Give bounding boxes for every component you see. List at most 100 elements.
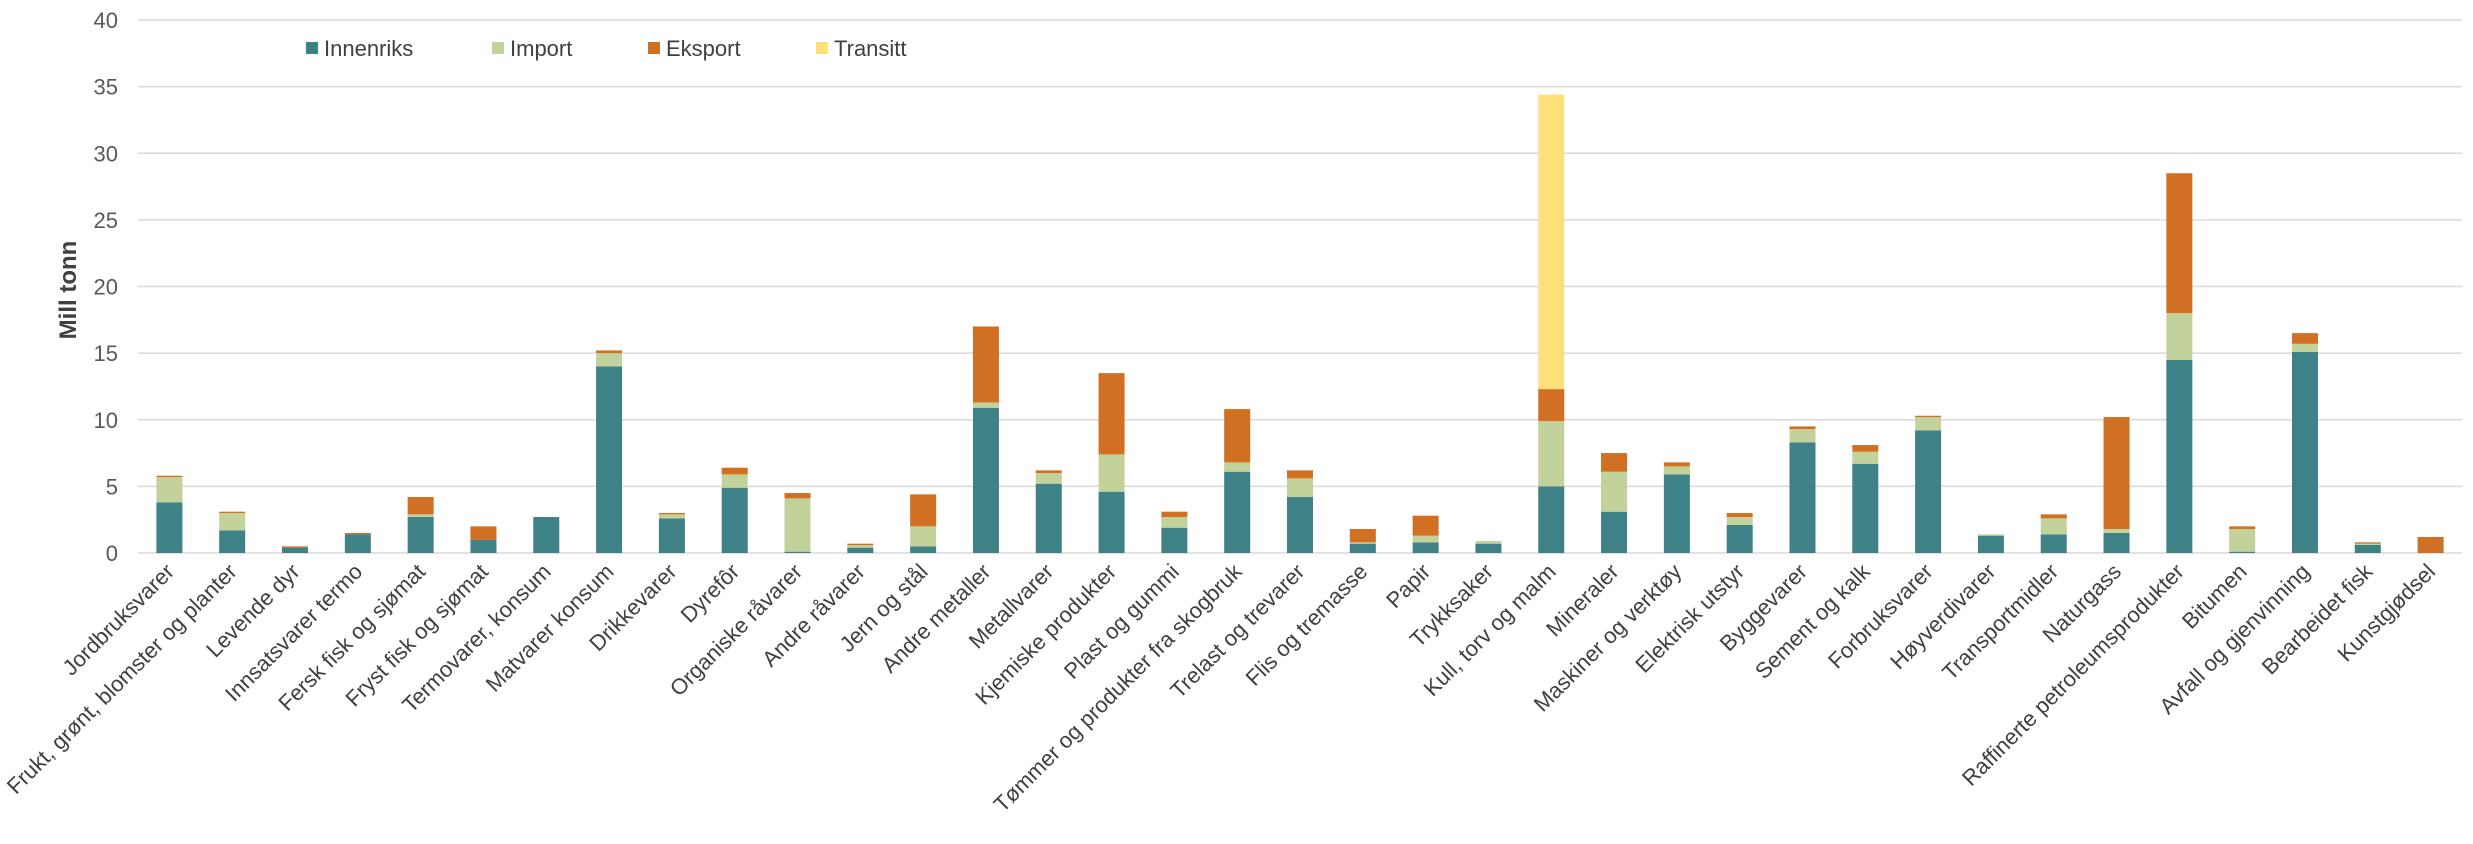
y-tick-label: 10 [94,408,118,433]
bar-segment-eksport [784,493,811,499]
legend-swatch-import [492,42,504,54]
bar-segment-import [1915,417,1942,431]
bar-segment-eksport [219,511,246,514]
bar-segment-eksport [1035,470,1062,474]
bar-segment-innenriks [1601,511,1628,553]
bar-segment-innenriks [156,502,183,553]
bar-segment-eksport [1224,409,1251,463]
bar-segment-eksport [1412,515,1439,536]
bar-segment-eksport [1538,389,1565,422]
bar-segment-import [2103,529,2130,534]
bar-segment-innenriks [219,530,246,553]
bar-segment-import [1475,541,1502,544]
bar-segment-eksport [344,533,371,535]
bar-segment-import [2166,313,2193,360]
legend: Innenriks Import Eksport Transitt [306,36,907,61]
bar-segment-eksport [1852,445,1879,452]
bar-segment-import [596,353,623,367]
legend-label: Eksport [666,36,741,61]
legend-swatch-innenriks [306,42,318,54]
bar-segment-import [1663,466,1690,475]
y-axis-title: Mill tonn [55,241,82,340]
bar-segment-import [847,545,874,548]
bar-segment-import [1852,451,1879,464]
bar-segment-innenriks [1663,474,1690,553]
bar-segment-innenriks [1789,442,1816,553]
bar-segment-innenriks [533,517,560,553]
bar-segment-import [1538,421,1565,487]
bar-segment-eksport [1726,513,1753,518]
bar-segment-innenriks [910,546,937,553]
x-tick-label: Jordbruksvarer [58,559,179,680]
bar-segment-innenriks [2166,359,2193,553]
bar-segment-import [2354,543,2381,546]
bar-segment-import [1977,534,2004,536]
bar-segment-import [910,526,937,547]
bar-segment-eksport [2040,514,2067,519]
legend-swatch-eksport [648,42,660,54]
bar-segment-eksport [2103,417,2130,530]
bar-segment-import [721,474,748,488]
bar-segment-innenriks [847,547,874,553]
legend-label: Import [510,36,572,61]
bar-segment-import [219,513,246,531]
bar-segment-eksport [721,467,748,475]
bar-segment-import [407,514,434,518]
bar-segment-innenriks [1726,525,1753,553]
bar-segment-eksport [2354,542,2381,544]
x-tick-label: Elektrisk utstyr [1630,559,1749,678]
bar-segment-eksport [658,513,685,515]
y-tick-label: 15 [94,341,118,366]
bar-segment-eksport [2417,537,2444,553]
bar-segment-innenriks [1538,486,1565,553]
bar-segment-eksport [1915,415,1942,418]
bar-segment-eksport [1161,511,1188,518]
bar-segment-innenriks [1161,527,1188,553]
bar-segment-innenriks [1915,430,1942,553]
bar-segment-innenriks [2291,351,2318,553]
bar-segment-eksport [470,526,497,540]
bar-segment-import [1161,517,1188,528]
y-tick-label: 40 [94,8,118,33]
bar-segment-innenriks [407,517,434,553]
bar-segment-innenriks [470,539,497,553]
bar-segment-innenriks [1852,463,1879,553]
bar-segment-eksport [972,326,999,403]
x-tick-label: Plast og gummi [1059,559,1184,684]
bar-segment-innenriks [282,547,309,553]
x-tick-label: Frukt, grønt, blomster og planter [2,559,242,799]
bar-segment-import [2291,343,2318,352]
y-tick-label: 0 [106,541,118,566]
y-tick-label: 20 [94,275,118,300]
bar-segment-import [658,514,685,519]
bar-segment-innenriks [1475,543,1502,553]
bars [156,94,2444,553]
bar-segment-eksport [2229,526,2256,530]
bar-segment-eksport [407,497,434,515]
bar-segment-innenriks [658,518,685,553]
bar-segment-eksport [2291,333,2318,344]
bar-segment-innenriks [1412,542,1439,553]
bar-segment-import [972,402,999,408]
bar-segment-import [784,498,811,552]
bar-segment-eksport [910,494,937,527]
bar-segment-eksport [1601,453,1628,472]
y-tick-label: 25 [94,208,118,233]
bar-segment-import [1098,454,1125,492]
bar-segment-innenriks [1035,483,1062,553]
legend-label: Innenriks [324,36,413,61]
bar-segment-import [1035,473,1062,484]
bar-segment-innenriks [1977,535,2004,553]
bar-segment-import [1349,542,1376,544]
bar-segment-innenriks [972,407,999,553]
bar-segment-eksport [1287,470,1313,479]
bar-segment-eksport [596,350,623,354]
legend-label: Transitt [834,36,907,61]
y-tick-label: 35 [94,75,118,100]
bar-segment-innenriks [2354,545,2381,553]
bar-segment-innenriks [2040,534,2067,553]
bar-segment-eksport [2166,173,2193,314]
y-tick-label: 30 [94,141,118,166]
bar-segment-innenriks [2103,533,2130,553]
